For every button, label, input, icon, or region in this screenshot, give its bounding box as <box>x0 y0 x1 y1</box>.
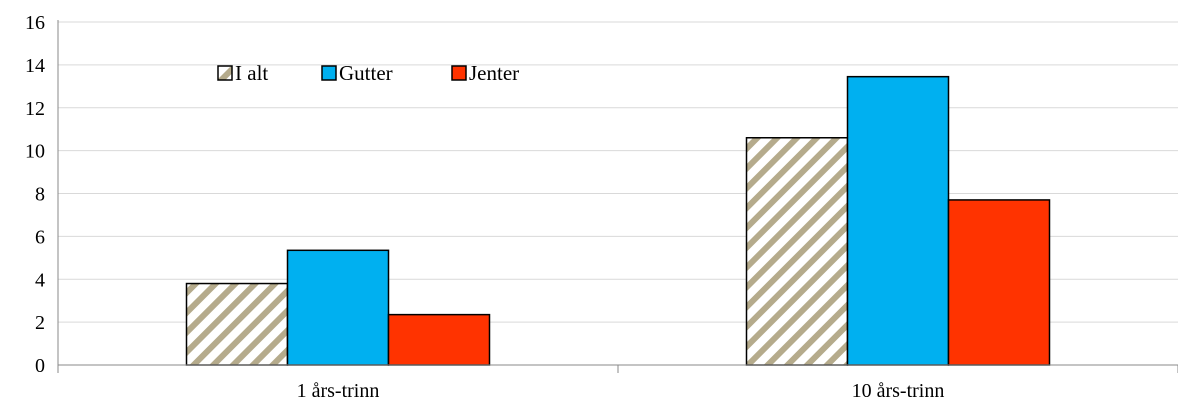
y-tick-label: 8 <box>35 184 45 206</box>
y-tick-label: 6 <box>35 226 45 248</box>
bar-jenter-2 <box>947 199 1051 366</box>
legend-swatch-i-alt <box>217 65 233 81</box>
legend-label: I alt <box>235 61 268 85</box>
gridlines <box>58 21 1178 323</box>
y-tick-label: 10 <box>25 141 45 163</box>
bar-gutter-1 <box>286 249 390 366</box>
legend-label: Jenter <box>469 61 519 85</box>
y-axis-tick-labels: 0 2 4 6 8 10 12 14 16 <box>25 12 45 377</box>
y-tick-label: 2 <box>35 312 45 334</box>
y-tick-label: 12 <box>25 98 45 120</box>
x-axis-category-labels: 1 års-trinn 10 års-trinn <box>297 380 945 402</box>
bar-i-alt-1 <box>185 282 289 366</box>
bar-jenter-1 <box>387 313 491 366</box>
bars <box>185 75 1051 366</box>
bar-gutter-2 <box>846 75 950 366</box>
x-category-label: 1 års-trinn <box>297 380 380 402</box>
legend: I alt Gutter Jenter <box>217 61 519 85</box>
legend-label: Gutter <box>339 61 393 85</box>
legend-swatch-jenter <box>451 65 467 81</box>
y-tick-label: 0 <box>35 355 45 377</box>
axes <box>57 20 1178 373</box>
bar-i-alt-2 <box>745 137 849 366</box>
y-tick-label: 16 <box>25 12 45 34</box>
y-tick-label: 4 <box>35 269 45 291</box>
x-category-label: 10 års-trinn <box>852 380 945 402</box>
y-tick-label: 14 <box>25 55 45 77</box>
legend-swatch-gutter <box>321 65 337 81</box>
